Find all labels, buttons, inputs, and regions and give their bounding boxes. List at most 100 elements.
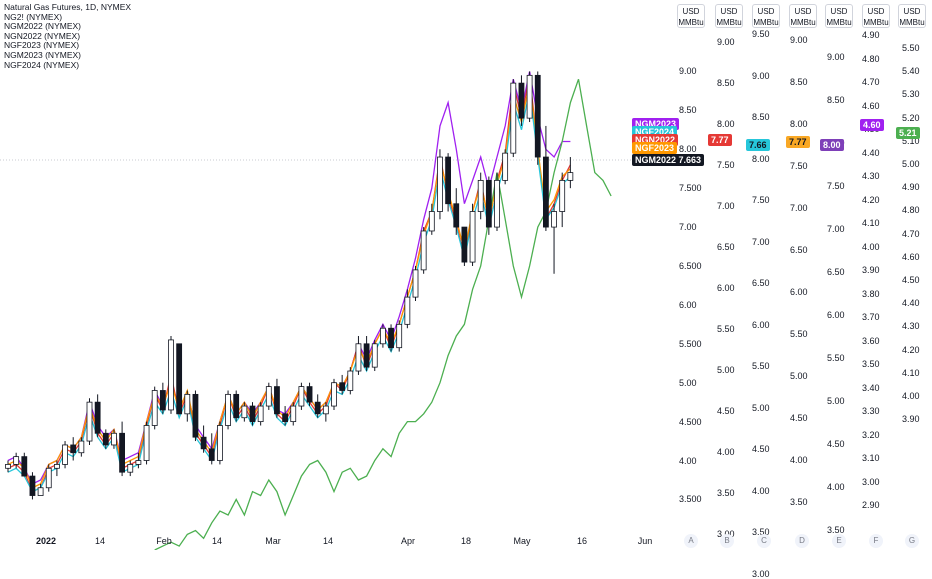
scale-B-tick: 7.00 bbox=[752, 236, 770, 247]
scale-F-tick: 4.10 bbox=[902, 367, 920, 378]
unit-selector[interactable]: USD MMBtu bbox=[752, 4, 780, 28]
candle-body bbox=[70, 444, 77, 454]
scale-letter-button[interactable]: A bbox=[684, 534, 698, 548]
scale-B-tick: 4.50 bbox=[752, 444, 770, 454]
badge-scale-f: 5.21 bbox=[896, 127, 920, 139]
candle-body bbox=[159, 390, 166, 411]
scale-E-tick: 3.70 bbox=[862, 312, 880, 322]
scale-D-tick: 3.50 bbox=[827, 525, 845, 535]
unit-measure: MMBtu bbox=[678, 18, 704, 27]
candle-body bbox=[543, 156, 549, 228]
candle-body bbox=[510, 82, 517, 154]
series-line-ngm2023 bbox=[7, 71, 571, 485]
scale-B-tick: 5.00 bbox=[752, 402, 770, 413]
unit-measure: MMBtu bbox=[826, 18, 852, 27]
chart-legend: Natural Gas Futures, 1D, NYMEX NG2! (NYM… bbox=[4, 2, 132, 70]
candle-body bbox=[29, 475, 36, 496]
scale-F-tick: 4.50 bbox=[902, 275, 920, 285]
scale-C-tick: 6.50 bbox=[790, 245, 808, 255]
candle-body bbox=[445, 156, 452, 205]
scale-C-tick: 8.50 bbox=[790, 77, 808, 87]
scale-D-tick: 8.50 bbox=[827, 95, 845, 105]
scale-letter-button[interactable]: B bbox=[720, 534, 734, 548]
scale-A-tick: 5.00 bbox=[717, 365, 735, 375]
scale-B-tick: 6.00 bbox=[752, 319, 770, 330]
candle-body bbox=[437, 156, 443, 212]
scale-C-tick: 5.50 bbox=[790, 329, 808, 339]
scale-F-tick: 4.20 bbox=[902, 344, 920, 355]
scale-E-tick: 2.90 bbox=[862, 500, 880, 510]
unit-selector[interactable]: USD MMBtu bbox=[862, 4, 890, 28]
candle-body bbox=[119, 432, 125, 473]
scale-letter-button[interactable]: G bbox=[905, 534, 919, 548]
scale-C-tick: 7.50 bbox=[790, 161, 808, 171]
candle-body bbox=[534, 74, 541, 158]
scale-E-tick: 4.80 bbox=[862, 53, 880, 64]
scale-F-tick: 4.40 bbox=[902, 298, 920, 309]
scale-F-tick: 4.00 bbox=[902, 391, 920, 401]
scale-D-tick: 7.50 bbox=[827, 181, 845, 191]
scale-letter-button[interactable]: C bbox=[757, 534, 771, 548]
legend-symbol[interactable]: NG2! (NYMEX) bbox=[4, 11, 63, 22]
candle-body bbox=[485, 179, 492, 228]
unit-selector[interactable]: USD MMBtu bbox=[789, 4, 817, 28]
candle-body bbox=[257, 405, 264, 423]
scale-A-tick: 4.00 bbox=[717, 447, 735, 457]
unit-selector[interactable]: USD MMBtu bbox=[825, 4, 853, 28]
time-axis-tick: 18 bbox=[460, 536, 472, 546]
scale-B-tick: 9.00 bbox=[752, 70, 770, 81]
scale-A-tick: 8.50 bbox=[717, 78, 735, 88]
candle-body bbox=[559, 179, 566, 212]
scale-letter-button[interactable]: D bbox=[795, 534, 809, 548]
candle-body bbox=[526, 74, 533, 119]
scale-F-tick: 4.70 bbox=[902, 228, 920, 239]
legend-symbol[interactable]: NGM2023 (NYMEX) bbox=[4, 49, 81, 60]
candle-body bbox=[412, 269, 419, 298]
scale-C-tick: 4.50 bbox=[790, 413, 808, 423]
badge-scale-c: 7.77 bbox=[786, 136, 810, 148]
candle-body bbox=[371, 343, 378, 368]
unit-currency: USD bbox=[682, 7, 700, 16]
scale-C-tick: 6.00 bbox=[790, 287, 808, 297]
main-scale-tick: 4.00 bbox=[679, 455, 697, 466]
unit-selector[interactable]: USD MMBtu bbox=[898, 4, 926, 28]
legend-symbol[interactable]: NGF2024 (NYMEX) bbox=[4, 59, 80, 70]
time-axis-tick: Apr bbox=[400, 536, 416, 546]
candle-body bbox=[192, 393, 199, 438]
unit-selector[interactable]: USD MMBtu bbox=[677, 4, 705, 28]
candle-body bbox=[388, 327, 394, 349]
scale-E-tick: 3.00 bbox=[862, 476, 880, 487]
scale-C-tick: 7.00 bbox=[790, 203, 808, 213]
main-scale-tick: 7.500 bbox=[679, 183, 702, 194]
legend-symbol[interactable]: NGM2022 (NYMEX) bbox=[4, 21, 81, 32]
legend-symbol[interactable]: NGN2022 (NYMEX) bbox=[4, 30, 81, 41]
scale-F-tick: 5.00 bbox=[902, 159, 920, 169]
scale-C-tick: 9.00 bbox=[790, 35, 808, 45]
candle-body bbox=[347, 370, 354, 391]
scale-A-tick: 7.00 bbox=[717, 201, 735, 211]
chart-canvas[interactable] bbox=[0, 0, 932, 550]
legend-title: Natural Gas Futures, 1D, NYMEX bbox=[4, 2, 132, 12]
scale-E-tick: 4.70 bbox=[862, 77, 880, 87]
scale-D-tick: 5.50 bbox=[827, 353, 845, 363]
main-scale-tick: 5.00 bbox=[679, 377, 697, 388]
scale-B-tick: 6.50 bbox=[752, 278, 770, 288]
scale-E-tick: 4.40 bbox=[862, 147, 880, 158]
candle-body bbox=[111, 432, 117, 446]
candle-body bbox=[54, 464, 60, 469]
candle-body bbox=[502, 152, 509, 181]
scale-D-tick: 5.00 bbox=[827, 396, 845, 406]
candle-body bbox=[216, 425, 223, 461]
candle-body bbox=[13, 456, 20, 465]
unit-selector[interactable]: USD MMBtu bbox=[715, 4, 743, 28]
scale-E-tick: 4.20 bbox=[862, 194, 880, 205]
scale-E-tick: 4.30 bbox=[862, 171, 880, 181]
scale-letter-button[interactable]: E bbox=[832, 534, 846, 548]
candle-body bbox=[102, 432, 109, 446]
scale-letter-button[interactable]: F bbox=[869, 534, 883, 548]
time-axis-tick: Mar bbox=[265, 536, 281, 546]
candle-body bbox=[428, 211, 435, 232]
candle-body bbox=[355, 343, 362, 372]
scale-A-tick: 8.00 bbox=[717, 119, 735, 129]
legend-symbol[interactable]: NGF2023 (NYMEX) bbox=[4, 40, 80, 51]
